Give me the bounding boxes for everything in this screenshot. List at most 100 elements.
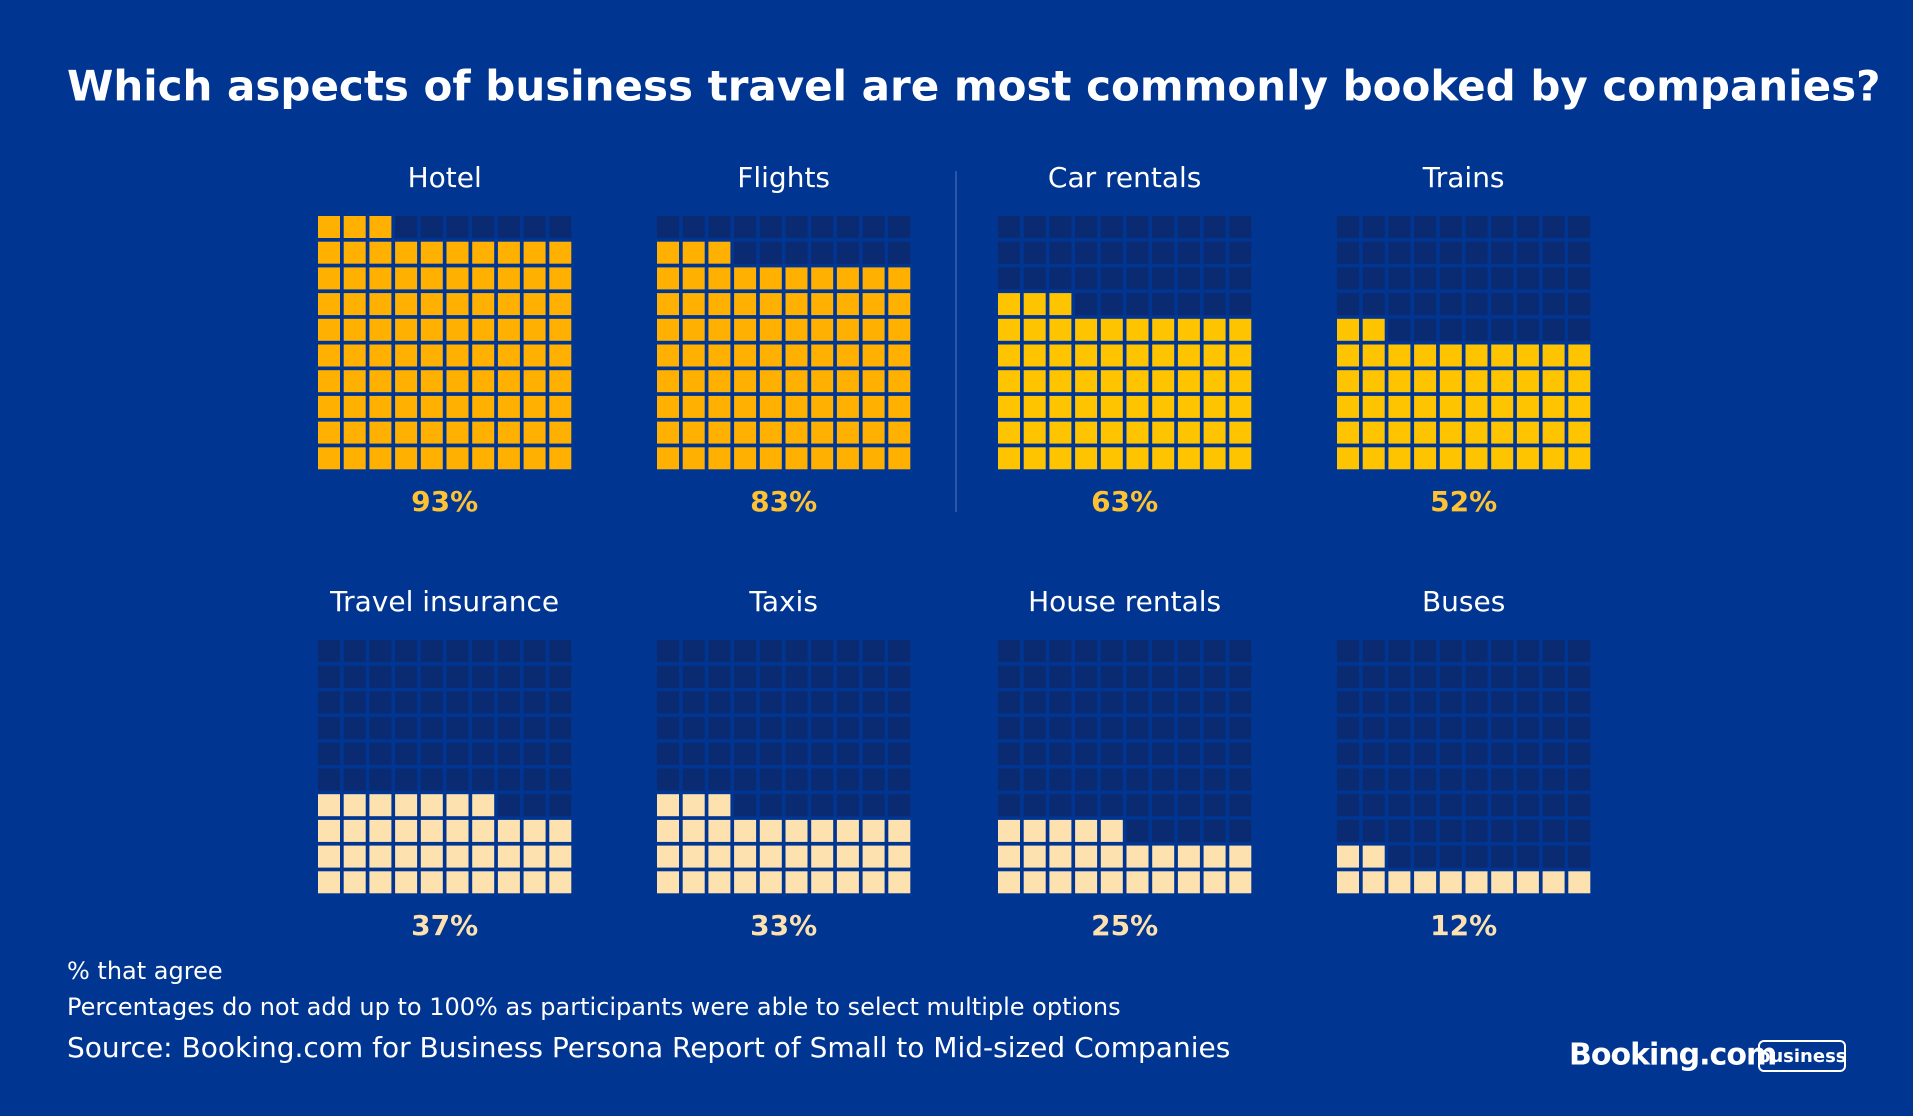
empty-cell bbox=[682, 768, 705, 791]
empty-cell bbox=[1126, 742, 1149, 765]
waffle-cell bbox=[1568, 447, 1591, 470]
waffle-cell bbox=[734, 267, 757, 290]
empty-cell bbox=[1075, 794, 1098, 817]
empty-cell bbox=[318, 717, 340, 740]
empty-cell bbox=[1337, 794, 1359, 817]
waffle-cell bbox=[1152, 395, 1175, 418]
waffle-cell bbox=[811, 447, 834, 470]
empty-cell bbox=[1568, 691, 1591, 714]
empty-cell bbox=[759, 691, 782, 714]
waffle-cell bbox=[1126, 447, 1149, 470]
empty-cell bbox=[811, 794, 834, 817]
empty-cell bbox=[734, 717, 757, 740]
waffle-cell bbox=[549, 447, 572, 470]
empty-cell bbox=[1516, 742, 1539, 765]
waffle-cell bbox=[472, 819, 495, 842]
empty-cell bbox=[1362, 216, 1385, 238]
waffle-cell bbox=[1203, 447, 1226, 470]
empty-cell bbox=[1516, 267, 1539, 290]
empty-cell bbox=[395, 742, 418, 765]
waffle-cell bbox=[759, 267, 782, 290]
waffle-cell bbox=[369, 395, 392, 418]
empty-cell bbox=[318, 742, 340, 765]
empty-cell bbox=[1388, 216, 1411, 238]
waffle-cell bbox=[1439, 344, 1462, 367]
waffle-cell bbox=[395, 794, 418, 817]
empty-cell bbox=[862, 216, 885, 238]
empty-cell bbox=[1388, 691, 1411, 714]
empty-cell bbox=[1388, 819, 1411, 842]
empty-cell bbox=[1023, 216, 1046, 238]
empty-cell bbox=[1414, 691, 1437, 714]
waffle-cell bbox=[1465, 370, 1488, 393]
waffle-cell bbox=[420, 344, 443, 367]
logo-badge: business bbox=[1757, 1046, 1846, 1067]
value-label: 12% bbox=[1430, 909, 1497, 942]
waffle-cell bbox=[862, 819, 885, 842]
waffle-cell bbox=[734, 344, 757, 367]
empty-cell bbox=[708, 742, 731, 765]
empty-cell bbox=[1023, 665, 1046, 688]
empty-cell bbox=[395, 768, 418, 791]
empty-cell bbox=[1542, 241, 1565, 264]
waffle-cell bbox=[1049, 318, 1072, 341]
waffle-cell bbox=[549, 819, 572, 842]
waffle-cell bbox=[472, 871, 495, 894]
waffle-cell bbox=[657, 395, 679, 418]
empty-cell bbox=[1542, 293, 1565, 316]
empty-cell bbox=[369, 742, 392, 765]
empty-cell bbox=[1049, 794, 1072, 817]
empty-cell bbox=[1152, 267, 1175, 290]
empty-cell bbox=[1049, 267, 1072, 290]
empty-cell bbox=[549, 691, 572, 714]
empty-cell bbox=[1439, 267, 1462, 290]
waffle-cell bbox=[836, 845, 859, 868]
waffle-cell bbox=[343, 421, 366, 444]
waffle-cell bbox=[1439, 871, 1462, 894]
waffle-cell bbox=[708, 344, 731, 367]
empty-cell bbox=[1516, 665, 1539, 688]
empty-cell bbox=[1388, 717, 1411, 740]
waffle-cell bbox=[472, 241, 495, 264]
waffle-cell bbox=[318, 819, 340, 842]
empty-cell bbox=[811, 768, 834, 791]
empty-cell bbox=[657, 768, 679, 791]
empty-cell bbox=[318, 691, 340, 714]
empty-cell bbox=[1516, 241, 1539, 264]
waffle-cell bbox=[1516, 421, 1539, 444]
waffle-cell bbox=[1568, 344, 1591, 367]
empty-cell bbox=[862, 768, 885, 791]
waffle-cell bbox=[811, 421, 834, 444]
empty-cell bbox=[1337, 691, 1359, 714]
waffle-cell bbox=[1203, 370, 1226, 393]
waffle-cell bbox=[1100, 819, 1123, 842]
waffle-cell bbox=[446, 318, 469, 341]
waffle-cell bbox=[811, 845, 834, 868]
waffle-cell bbox=[708, 318, 731, 341]
empty-cell bbox=[836, 768, 859, 791]
waffle-cell bbox=[318, 241, 340, 264]
panel-label: Hotel bbox=[408, 161, 482, 194]
empty-cell bbox=[420, 216, 443, 238]
empty-cell bbox=[785, 794, 808, 817]
waffle-cell bbox=[836, 447, 859, 470]
waffle-cell bbox=[395, 421, 418, 444]
empty-cell bbox=[1049, 768, 1072, 791]
waffle-cell bbox=[1439, 447, 1462, 470]
waffle-cell bbox=[1542, 344, 1565, 367]
waffle-cell bbox=[1229, 447, 1252, 470]
waffle-cell bbox=[1152, 871, 1175, 894]
empty-cell bbox=[1177, 241, 1200, 264]
waffle-cell bbox=[1388, 344, 1411, 367]
empty-cell bbox=[1388, 794, 1411, 817]
empty-cell bbox=[998, 768, 1020, 791]
empty-cell bbox=[1465, 845, 1488, 868]
waffle-cell bbox=[1177, 447, 1200, 470]
empty-cell bbox=[497, 640, 520, 662]
empty-cell bbox=[446, 768, 469, 791]
empty-cell bbox=[888, 742, 911, 765]
waffle-cell bbox=[1075, 871, 1098, 894]
empty-cell bbox=[708, 691, 731, 714]
waffle-cell bbox=[1491, 344, 1514, 367]
waffle-cell bbox=[998, 447, 1020, 470]
